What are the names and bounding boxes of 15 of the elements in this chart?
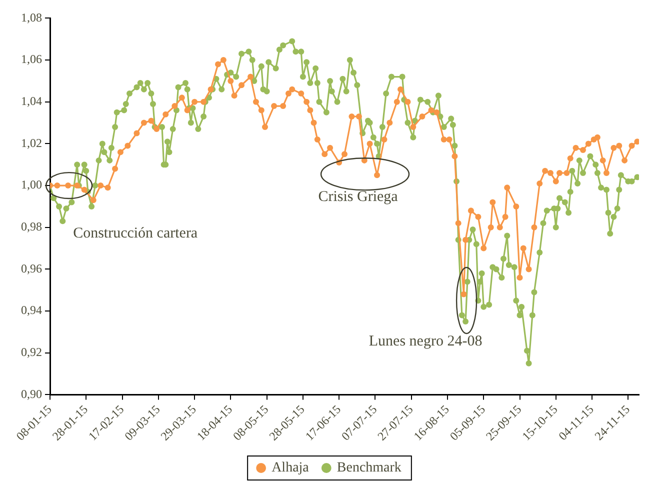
y-tick-label: 1,00 <box>21 178 42 192</box>
annotation: Lunes negro 24-08 <box>368 333 482 350</box>
y-tick-label: 0,96 <box>21 261 42 276</box>
legend-label: Benchmark <box>336 460 402 476</box>
y-tick-label: 1,04 <box>21 94 42 108</box>
y-tick-label: 0,94 <box>21 303 42 318</box>
y-tick-label: 0,90 <box>21 386 42 401</box>
y-tick-label: 1,06 <box>21 52 42 66</box>
annotation: Construcción cartera <box>73 225 198 242</box>
y-tick-label: 0,92 <box>21 345 42 360</box>
legend-label: Alhaja <box>272 460 310 476</box>
y-tick-label: 1,08 <box>21 10 42 24</box>
annotation: Crisis Griega <box>318 189 398 206</box>
y-tick-label: 0,98 <box>21 220 42 234</box>
y-tick-label: 1,02 <box>21 136 42 150</box>
